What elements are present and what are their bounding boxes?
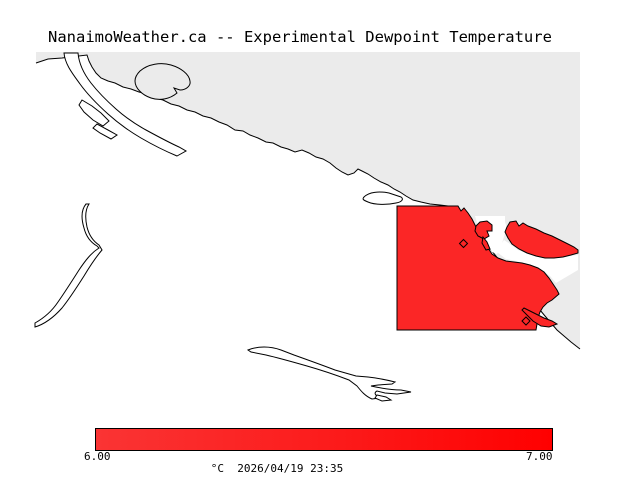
dewpoint-overlay-strip xyxy=(521,307,559,328)
dewpoint-overlay-spit xyxy=(481,235,491,251)
west-sliver-island xyxy=(34,203,103,328)
round-island xyxy=(134,63,191,100)
land-mass xyxy=(36,52,580,349)
coastline xyxy=(35,54,581,350)
colorbar-caption: °C 2026/04/19 23:35 xyxy=(210,462,344,475)
northwest-channel xyxy=(63,52,188,157)
dewpoint-overlay-peninsula xyxy=(504,220,579,259)
colorbar-min-label: 6.00 xyxy=(84,450,111,463)
dewpoint-overlay-main xyxy=(396,205,560,331)
station-marker-icon xyxy=(458,238,469,249)
colorbar-max-label: 7.00 xyxy=(526,450,553,463)
inlet-channel-east xyxy=(497,240,578,283)
dewpoint-overlay-islet xyxy=(474,220,493,240)
inlet-claw-upper xyxy=(78,99,110,127)
page-title: NanaimoWeather.ca -- Experimental Dewpoi… xyxy=(48,28,552,46)
lagoon-island xyxy=(362,191,403,205)
south-tiny-islet xyxy=(374,394,393,402)
inlet-claw-lower xyxy=(92,123,118,140)
south-long-island xyxy=(246,346,412,400)
colorbar xyxy=(95,428,553,451)
station-marker-icon xyxy=(521,316,531,326)
